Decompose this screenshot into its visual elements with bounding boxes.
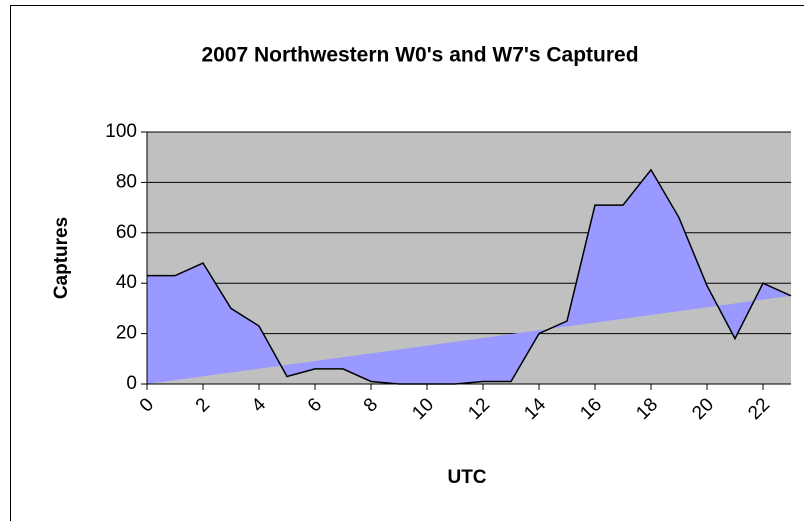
- x-tick-label: 18: [632, 394, 662, 424]
- x-tick-label: 2: [192, 394, 214, 416]
- area-line: [147, 168, 792, 385]
- chart-title: 2007 Northwestern W0's and W7's Captured: [201, 44, 638, 67]
- y-tick-label: 40: [116, 272, 137, 293]
- x-tick-label: 0: [136, 394, 158, 416]
- y-tick-label: 20: [116, 323, 137, 344]
- y-tick-label: 80: [116, 171, 137, 192]
- y-tick-label: 0: [126, 373, 137, 394]
- x-axis-label: UTC: [447, 467, 486, 488]
- x-tick-label: 16: [576, 394, 606, 424]
- x-tick-label: 8: [360, 394, 382, 416]
- x-tick-label: 22: [744, 394, 774, 424]
- x-tick-label: 20: [688, 394, 718, 424]
- x-tick-label: 14: [520, 394, 550, 424]
- y-tick-label: 60: [116, 222, 137, 243]
- y-tick-label: 100: [105, 121, 137, 142]
- x-tick-label: 4: [248, 394, 271, 417]
- y-axis-label: Captures: [51, 217, 72, 299]
- x-tick-label: 12: [464, 394, 494, 424]
- area: [147, 169, 791, 384]
- x-tick-label: 6: [304, 394, 326, 416]
- x-tick-label: 10: [408, 394, 438, 424]
